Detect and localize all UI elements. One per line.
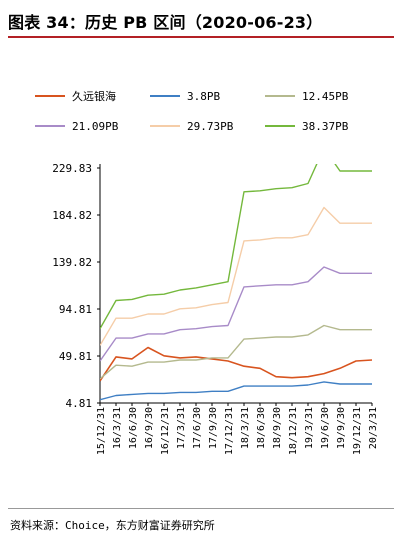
x-tick-label: 17/6/30 [192, 407, 203, 449]
x-tick-label: 17/3/31 [176, 407, 187, 449]
x-tick-label: 17/12/31 [224, 407, 235, 455]
chart-axes: 229.83 184.82 139.82 94.81 49.81 4.8115/12/31… [52, 162, 379, 455]
x-tick-label: 19/9/30 [336, 407, 347, 449]
source-note: 资料来源：Choice，东方财富证券研究所 [10, 519, 215, 532]
series-line [100, 206, 372, 346]
legend-label: 3.8PB [187, 90, 220, 103]
chart-legend: 久远银海 3.8PB 12.45PB 21.09PB 29.73PB 38.37PB [35, 89, 349, 133]
y-tick-label: 4.81 [66, 397, 93, 410]
series-line [100, 381, 372, 401]
y-tick-label: 229.83 [52, 162, 92, 175]
y-tick-label: 94.81 [59, 303, 92, 316]
title-divider [8, 36, 394, 38]
x-tick-label: 19/6/30 [320, 407, 331, 449]
legend-label: 12.45PB [302, 90, 349, 103]
x-tick-label: 16/3/31 [112, 407, 123, 449]
x-tick-label: 16/12/31 [160, 407, 171, 455]
x-tick-label: 18/6/30 [256, 407, 267, 449]
y-tick-label: 184.82 [52, 209, 92, 222]
x-tick-label: 19/3/31 [304, 407, 315, 449]
series-line [100, 346, 373, 382]
x-tick-label: 16/6/30 [128, 407, 139, 449]
x-tick-label: 15/12/31 [96, 407, 107, 455]
y-tick-label: 49.81 [59, 350, 92, 363]
x-tick-label: 18/12/31 [288, 407, 299, 455]
legend-label: 38.37PB [302, 120, 349, 133]
legend-label: 29.73PB [187, 120, 234, 133]
x-tick-label: 19/12/31 [352, 407, 363, 455]
legend-label: 21.09PB [72, 120, 119, 133]
chart-lines [100, 164, 373, 401]
pb-band-chart: 久远银海 3.8PB 12.45PB 21.09PB 29.73PB 38.37PB 22… [35, 89, 379, 455]
x-tick-label: 16/9/30 [144, 407, 155, 449]
x-tick-label: 18/9/30 [272, 407, 283, 449]
legend-label: 久远银海 [72, 89, 116, 103]
figure-title: 图表 34：历史 PB 区间（2020-06-23） [8, 13, 323, 32]
x-tick-label: 18/3/31 [240, 407, 251, 449]
series-line [100, 324, 372, 380]
series-line [100, 266, 372, 362]
series-line [100, 164, 372, 330]
y-tick-label: 139.82 [52, 256, 92, 269]
x-tick-label: 17/9/30 [208, 407, 219, 449]
source-divider [8, 508, 394, 509]
x-tick-label: 20/3/31 [368, 407, 379, 449]
